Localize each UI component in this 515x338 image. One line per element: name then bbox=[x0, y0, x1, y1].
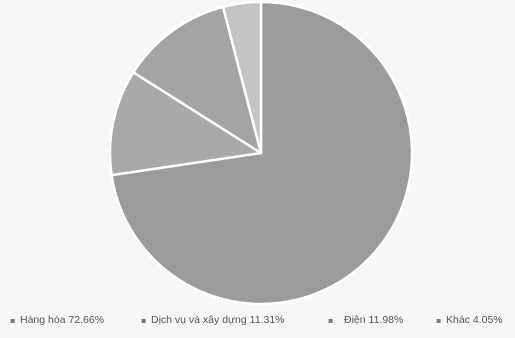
pie-slice-3 bbox=[221, 0, 263, 155]
legend-marker: ▪ bbox=[141, 316, 146, 325]
legend-marker: ▪ bbox=[436, 316, 441, 325]
pie-slice-2 bbox=[132, 5, 263, 155]
pie-slices bbox=[108, 0, 414, 306]
legend-item-hang-hoa: ▪ Hàng hóa 72.66% bbox=[10, 314, 104, 326]
pie-slice-1 bbox=[108, 71, 263, 177]
legend-marker: ▪ bbox=[328, 316, 333, 325]
legend-label: Điện 11.98% bbox=[344, 314, 403, 326]
legend-item-khac: ▪ Khác 4.05% bbox=[436, 314, 503, 326]
legend-item-dien: ▪ Điện 11.98% bbox=[328, 314, 403, 326]
legend-label: Khác 4.05% bbox=[446, 314, 503, 326]
legend-item-dich-vu: ▪ Dịch vụ và xây dựng 11.31% bbox=[141, 314, 285, 326]
legend-label: Hàng hóa 72.66% bbox=[20, 314, 104, 326]
legend-label: Dịch vụ và xây dựng 11.31% bbox=[151, 314, 285, 326]
chart-legend: ▪ Hàng hóa 72.66% ▪ Dịch vụ và xây dựng … bbox=[10, 314, 503, 326]
legend-marker: ▪ bbox=[10, 316, 15, 325]
